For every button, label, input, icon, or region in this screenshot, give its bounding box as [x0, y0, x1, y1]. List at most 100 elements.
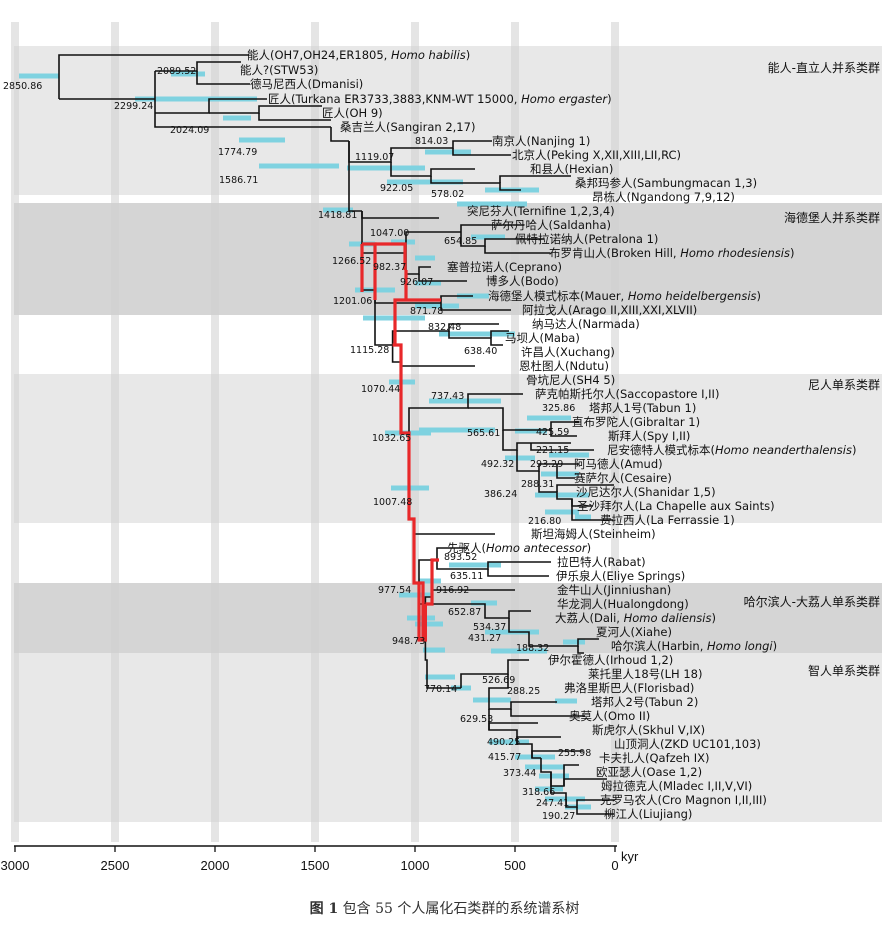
taxon-label: 布罗肯山人(Broken Hill, Homo rhodesiensis) — [549, 246, 794, 260]
taxon-label: 夏河人(Xiahe) — [596, 625, 672, 639]
node-age-label: 982.37 — [373, 262, 406, 273]
node-age-label: 638.40 — [464, 346, 497, 357]
x-axis-tick-label: 1500 — [301, 858, 330, 873]
taxon-label: 阿拉戈人(Arago II,XIII,XXI,XLVII) — [522, 303, 697, 317]
taxon-label: 萨尔丹哈人(Saldanha) — [491, 218, 611, 232]
node-age-label: 190.27 — [542, 811, 575, 822]
tree-branch — [531, 750, 583, 758]
taxon-label: 直布罗陀人(Gibraltar 1) — [572, 415, 700, 429]
ci-bar — [527, 415, 571, 421]
tree-branch — [391, 345, 475, 367]
time-stripe — [311, 22, 319, 842]
ci-bar — [473, 697, 511, 703]
ci-bar — [429, 398, 501, 404]
ci-bar — [489, 739, 529, 745]
taxon-label: 骨坑尼人(SH4 5) — [526, 373, 615, 387]
taxon-label: 北京人(Peking X,XII,XIII,LII,RC) — [512, 148, 681, 162]
time-stripe — [111, 22, 119, 842]
taxon-label: 马坝人(Maba) — [505, 331, 580, 345]
node-age-label: 916.92 — [436, 585, 469, 596]
ci-bar — [555, 698, 577, 704]
tree-branch — [563, 778, 607, 786]
ci-bar — [415, 280, 441, 286]
node-age-label: 1774.79 — [218, 147, 257, 158]
taxon-label: 萨克帕斯托尔人(Saccopastore I,II) — [535, 387, 719, 401]
group-label: 尼人单系类群 — [808, 378, 880, 392]
node-age-label: 534.37 — [473, 622, 506, 633]
node-age-label: 431.27 — [468, 633, 501, 644]
node-age-label: 654.85 — [444, 236, 477, 247]
taxon-label: 圣沙拜尔人(La Chapelle aux Saints) — [577, 499, 775, 513]
time-stripe — [611, 22, 619, 842]
taxon-label: 能人?(STW53) — [240, 63, 318, 77]
taxon-label: 姆拉德克人(Mladec I,II,V,VI) — [601, 779, 752, 793]
taxon-label: 塔邦人2号(Tabun 2) — [591, 695, 698, 709]
taxon-label: 桑吉兰人(Sangiran 2,17) — [340, 120, 475, 134]
ci-bar — [419, 427, 495, 433]
node-age-label: 832.48 — [428, 322, 461, 333]
taxon-label: 山顶洞人(ZKD UC101,103) — [614, 737, 761, 751]
ci-bar — [541, 471, 579, 477]
tree-branch — [556, 464, 575, 479]
taxon-label: 卡夫扎人(Qafzeh IX) — [599, 751, 709, 765]
node-age-label: 2299.24 — [114, 101, 153, 112]
taxon-label: 尼安德特人模式标本(Homo neanderthalensis) — [607, 443, 856, 457]
x-axis-tick-label: 2500 — [101, 858, 130, 873]
tree-branch — [550, 772, 615, 808]
tree-branch — [209, 105, 322, 114]
tree-branch — [550, 421, 579, 430]
tree-branch — [58, 54, 249, 99]
tree-svg: 能人-直立人并系类群海德堡人并系类群尼人单系类群哈尔滨人-大荔人单系类群智人单系… — [1, 22, 882, 873]
tree-branch — [440, 303, 511, 311]
taxon-label: 突尼芬人(Ternifine 1,2,3,4) — [467, 204, 615, 218]
node-age-label: 1047.00 — [370, 228, 409, 239]
taxon-label: 塞普拉诺人(Ceprano) — [447, 260, 562, 274]
ci-bar — [491, 648, 547, 654]
ci-bar — [425, 674, 455, 680]
x-axis-tick-label: 500 — [504, 858, 526, 873]
x-axis-tick-label: 1000 — [401, 858, 430, 873]
taxon-label: 莱托里人18号(LH 18) — [588, 667, 702, 681]
ci-bar — [135, 96, 187, 102]
taxon-label: 德马尼西人(Dmanisi) — [250, 77, 363, 91]
node-age-label: 922.05 — [380, 183, 413, 194]
node-age-label: 977.54 — [378, 585, 411, 596]
tree-branch — [330, 127, 349, 142]
group-label: 能人-直立人并系类群 — [768, 60, 880, 75]
tree-branch — [490, 330, 509, 338]
taxon-label: 奥莫人(Omo II) — [569, 709, 650, 723]
node-age-label: 2024.09 — [170, 125, 209, 136]
node-age-label: 1032.65 — [372, 433, 411, 444]
taxon-label: 阿马德人(Amud) — [574, 457, 663, 471]
taxon-label: 斯坦海姆人(Steinheim) — [531, 527, 656, 541]
node-age-label: 1070.44 — [361, 384, 400, 395]
taxon-label: 能人(OH7,OH24,ER1805, Homo habilis) — [247, 48, 470, 62]
taxon-label: 匠人(Turkana ER3733,3883,KNM-WT 15000, Hom… — [268, 92, 612, 106]
tree-branch — [468, 407, 551, 431]
node-age-label: 1115.28 — [350, 345, 389, 356]
highlighted-branch — [399, 366, 419, 585]
group-label: 海德堡人并系类群 — [784, 210, 880, 225]
node-age-label: 2850.86 — [3, 81, 42, 92]
node-age-label: 526.69 — [482, 675, 515, 686]
tree-branch — [516, 736, 561, 744]
group-label: 智人单系类群 — [808, 663, 880, 678]
node-age-label: 221.15 — [536, 445, 569, 456]
node-age-label: 565.61 — [467, 428, 500, 439]
highlighted-branch — [375, 242, 407, 270]
ci-bar — [323, 207, 353, 213]
taxon-label: 斯拜人(Spy I,II) — [608, 429, 690, 443]
node-age-label: 635.11 — [450, 571, 483, 582]
tree-branch — [530, 443, 594, 451]
tree-branch — [484, 246, 551, 254]
tree-branch — [374, 290, 499, 346]
tree-branch — [508, 618, 599, 647]
ci-bar — [457, 201, 527, 207]
tree-branch — [502, 430, 571, 451]
tree-branch — [460, 224, 524, 232]
taxon-label: 和县人(Hexian) — [530, 162, 613, 176]
group-band — [14, 653, 882, 822]
node-age-label: 318.66 — [522, 787, 555, 798]
ci-bar — [549, 452, 589, 458]
tree-branch — [556, 484, 614, 492]
